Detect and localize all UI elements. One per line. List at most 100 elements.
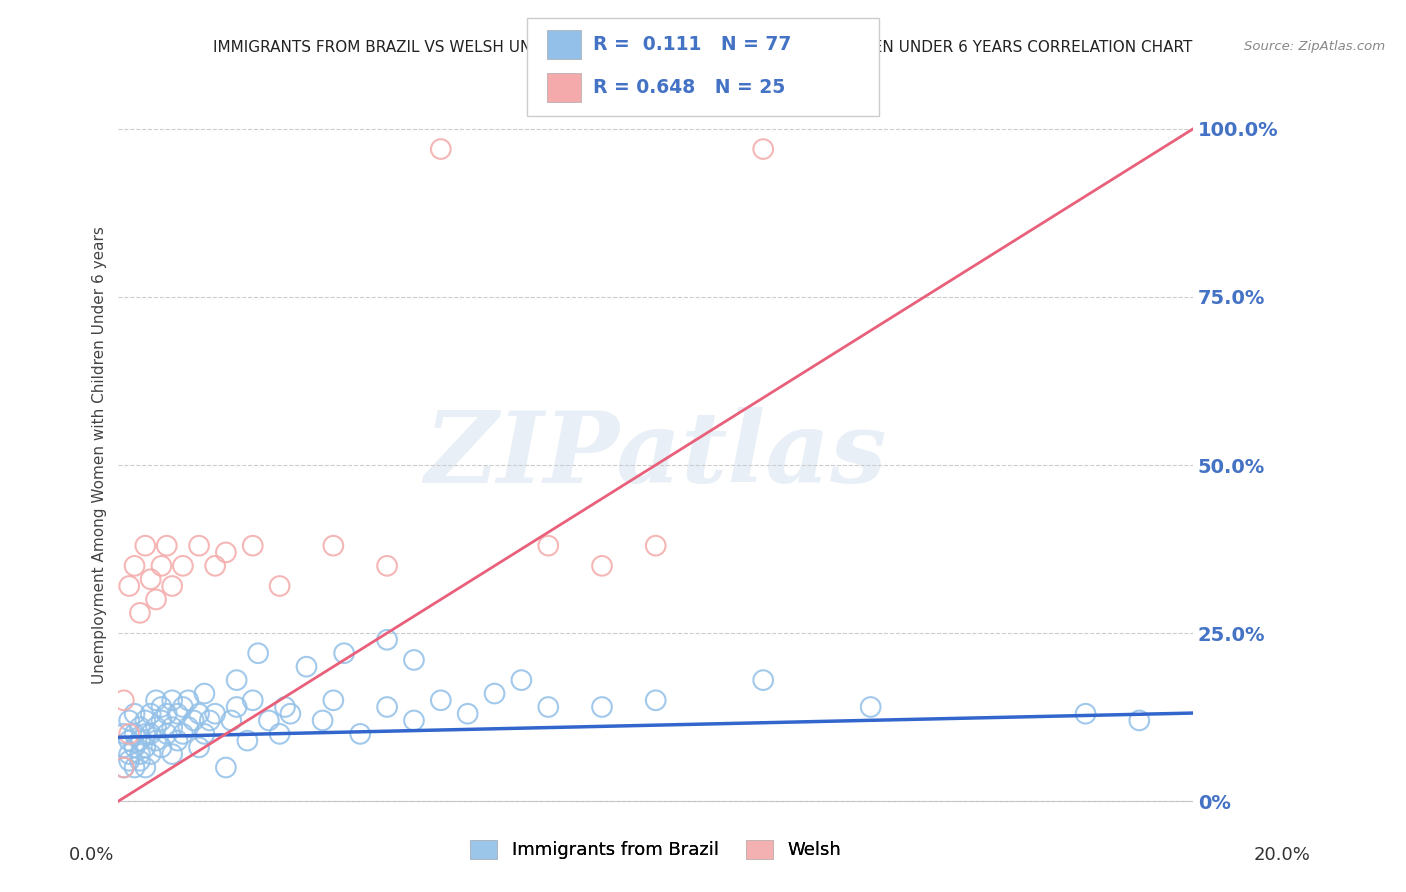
Point [112, 760, 135, 774]
Point [177, 693, 200, 707]
Point [124, 706, 146, 721]
Point [118, 747, 141, 761]
Point [160, 747, 183, 761]
Point [112, 740, 135, 755]
Text: R =  0.111   N = 77: R = 0.111 N = 77 [593, 35, 792, 54]
Point [139, 706, 162, 721]
Point [145, 693, 167, 707]
Point [242, 693, 264, 707]
Point [139, 747, 162, 761]
Point [333, 646, 356, 660]
Point [160, 579, 183, 593]
Point [188, 740, 211, 755]
Point [375, 558, 398, 573]
Text: 0.0%: 0.0% [69, 846, 114, 863]
Point [134, 740, 156, 755]
Point [1074, 706, 1097, 721]
Point [177, 720, 200, 734]
Point [322, 539, 344, 553]
Point [150, 558, 173, 573]
Point [591, 558, 613, 573]
Point [112, 727, 135, 741]
Point [644, 693, 666, 707]
Text: ZIPatlas: ZIPatlas [425, 407, 887, 503]
Point [537, 700, 560, 714]
Point [166, 706, 188, 721]
Point [124, 740, 146, 755]
Point [160, 693, 183, 707]
Point [156, 539, 179, 553]
Point [112, 693, 135, 707]
Point [242, 539, 264, 553]
Point [160, 720, 183, 734]
Point [752, 673, 775, 687]
Point [129, 720, 152, 734]
Point [225, 673, 247, 687]
Point [166, 733, 188, 747]
Point [510, 673, 533, 687]
Point [430, 693, 453, 707]
Point [139, 727, 162, 741]
Text: IMMIGRANTS FROM BRAZIL VS WELSH UNEMPLOYMENT AMONG WOMEN WITH CHILDREN UNDER 6 Y: IMMIGRANTS FROM BRAZIL VS WELSH UNEMPLOY… [214, 40, 1192, 55]
Point [118, 733, 141, 747]
Point [215, 545, 238, 559]
Point [183, 714, 205, 728]
Point [1128, 714, 1150, 728]
Point [150, 740, 173, 755]
Point [172, 558, 194, 573]
Point [349, 727, 371, 741]
Point [537, 539, 560, 553]
Text: R = 0.648   N = 25: R = 0.648 N = 25 [593, 78, 786, 97]
Point [204, 706, 226, 721]
Point [280, 706, 302, 721]
Point [188, 539, 211, 553]
Point [129, 754, 152, 768]
Point [591, 700, 613, 714]
Point [172, 727, 194, 741]
Point [145, 720, 167, 734]
Y-axis label: Unemployment Among Women with Children Under 6 years: Unemployment Among Women with Children U… [93, 226, 107, 684]
Point [134, 760, 156, 774]
Point [139, 572, 162, 586]
Point [145, 592, 167, 607]
Legend: Immigrants from Brazil, Welsh: Immigrants from Brazil, Welsh [463, 833, 848, 867]
Point [484, 687, 506, 701]
Point [112, 760, 135, 774]
Point [402, 653, 425, 667]
Point [752, 142, 775, 156]
Point [215, 760, 238, 774]
Point [134, 539, 156, 553]
Point [188, 706, 211, 721]
Point [124, 727, 146, 741]
Point [430, 142, 453, 156]
Point [150, 700, 173, 714]
Point [134, 714, 156, 728]
Point [375, 700, 398, 714]
Text: Source: ZipAtlas.com: Source: ZipAtlas.com [1244, 40, 1385, 54]
Point [269, 727, 291, 741]
Point [118, 754, 141, 768]
Point [274, 700, 297, 714]
Point [134, 727, 156, 741]
Point [193, 687, 215, 701]
Point [236, 733, 259, 747]
Point [269, 579, 291, 593]
Point [859, 700, 882, 714]
Point [457, 706, 479, 721]
Point [145, 733, 167, 747]
Point [402, 714, 425, 728]
Point [118, 714, 141, 728]
Point [311, 714, 333, 728]
Point [118, 727, 141, 741]
Point [124, 558, 146, 573]
Point [219, 714, 242, 728]
Point [247, 646, 270, 660]
Point [322, 693, 344, 707]
Point [124, 760, 146, 774]
Point [198, 714, 221, 728]
Point [156, 727, 179, 741]
Point [204, 558, 226, 573]
Point [644, 539, 666, 553]
Point [257, 714, 280, 728]
Point [193, 727, 215, 741]
